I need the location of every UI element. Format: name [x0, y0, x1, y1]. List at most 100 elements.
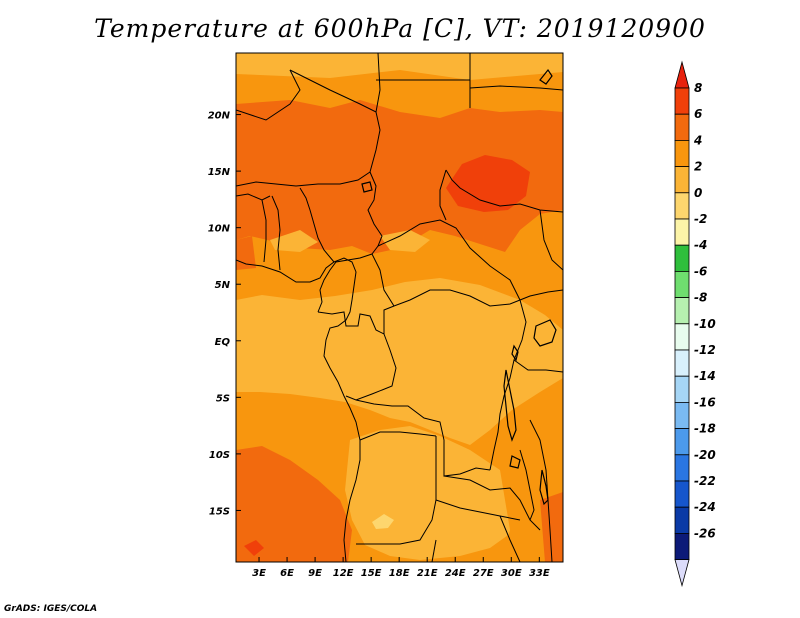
colorbar-swatch [674, 401, 690, 429]
colorbar-label: -2 [694, 212, 707, 226]
border-ethiopia [539, 209, 563, 271]
x-tick-label: 15E [361, 568, 382, 579]
colorbar-label: 6 [694, 107, 702, 121]
border-south-sudan [439, 169, 447, 221]
colorbar-swatch [674, 375, 690, 403]
border-libya-chad [289, 53, 381, 113]
lake-malawi [539, 469, 549, 506]
colorbar-label: 4 [693, 133, 702, 147]
colorbar-swatch [674, 428, 690, 456]
x-tick-label: 21E [417, 568, 438, 579]
border-car-south [371, 253, 521, 307]
border-angola-zambia [356, 436, 437, 545]
colorbar-label: -14 [694, 369, 716, 383]
coastline-gulf-of-guinea [236, 257, 361, 562]
colorbar-label: -6 [694, 264, 707, 278]
colorbar-swatch [674, 323, 690, 351]
colorbar-bottom-arrow [674, 559, 690, 588]
colorbar-swatch [674, 244, 690, 272]
x-tick-label: 24E [445, 568, 466, 579]
x-tick-label: 3E [252, 568, 266, 579]
colorbar-swatch [674, 139, 690, 167]
colorbar-swatch [674, 192, 690, 220]
border-red-sea [469, 85, 563, 91]
colorbar-label: -8 [694, 291, 707, 305]
colorbar-swatch [674, 480, 690, 508]
border-drc-east [489, 299, 527, 471]
y-tick-label: EQ [215, 337, 231, 348]
colorbar-swatch [674, 454, 690, 482]
field-patch-0to2-c [380, 230, 430, 252]
colorbar-swatch [674, 506, 690, 534]
field-spot-neg2to0 [372, 514, 394, 529]
y-axis: 20N 15N 10N 5N EQ 5S 10S 15S [208, 111, 241, 517]
colorbar-label: -22 [694, 474, 716, 488]
colorbar-swatch [674, 349, 690, 377]
x-tick-label: 9E [308, 568, 322, 579]
lakes [361, 68, 557, 506]
colorbar-swatch [674, 533, 690, 561]
field-central-0to2 [236, 278, 563, 445]
border-drc-south [355, 399, 491, 477]
colorbar-top-arrow [674, 60, 690, 89]
border-angola [359, 431, 437, 441]
colorbar-label: -12 [694, 343, 716, 357]
colorbar: 8 6 4 2 0 -2 -4 -6 -8 -10 -12 -14 -16 -18 -20 -22 -24 -26 [674, 60, 716, 588]
field-southwest-4to6 [236, 446, 352, 562]
colorbar-label: -20 [694, 448, 716, 462]
border-nigeria-east [299, 187, 335, 263]
colorbar-swatch [674, 87, 690, 115]
colorbar-label: 2 [694, 160, 702, 174]
field-sahel-4to6 [236, 100, 563, 254]
y-tick-label: 5S [216, 393, 230, 404]
map-title: Temperature at 600hPa [C], VT: 201912090… [94, 14, 706, 43]
field-patch-0to2-b [270, 230, 318, 252]
colorbar-label: -26 [694, 526, 716, 540]
lake-tanganyika [503, 369, 517, 442]
border-libya-niger [236, 69, 301, 121]
grads-credit: GrADS: IGES/COLA [4, 604, 98, 614]
lake-chad [361, 181, 373, 193]
x-tick-label: 6E [280, 568, 294, 579]
field-southwest-6to8 [244, 540, 264, 556]
colorbar-label: -4 [694, 238, 707, 252]
colorbar-swatch [674, 297, 690, 325]
colorbar-swatch [674, 270, 690, 298]
border-namibia [435, 499, 521, 521]
border-gabon [317, 305, 395, 335]
border-benin-nigeria [271, 195, 281, 271]
border-chad-car [377, 219, 521, 301]
x-tick-label: 30E [501, 568, 522, 579]
x-tick-label: 18E [389, 568, 410, 579]
y-tick-label: 10S [209, 450, 230, 461]
border-chad-west [367, 171, 383, 255]
border-mozambique [529, 419, 553, 562]
border-sudan-south [445, 169, 563, 213]
lake-tana [539, 68, 553, 85]
y-tick-label: 15S [209, 506, 230, 517]
y-tick-label: 10N [208, 224, 231, 235]
colorbar-swatch [674, 218, 690, 246]
border-togo-benin [261, 199, 267, 263]
border-tanzania [513, 359, 563, 373]
border-chad-sudan [369, 111, 381, 173]
y-tick-label: 20N [208, 111, 231, 122]
field-north-0to2 [236, 53, 563, 80]
border-niger-south [236, 171, 371, 187]
border-malawi [519, 449, 535, 521]
country-borders [236, 53, 563, 562]
x-axis: 3E 6E 9E 12E 15E 18E 21E 24E 27E 30E 33E [252, 557, 550, 579]
y-tick-label: 15N [208, 167, 231, 178]
colorbar-swatch [674, 113, 690, 141]
lake-kivu [511, 344, 519, 362]
field-east-4to6 [540, 492, 563, 562]
colorbar-label: -16 [694, 395, 716, 409]
lake-mweru [509, 455, 521, 469]
temperature-field [236, 53, 563, 562]
border-cameroon [317, 253, 373, 313]
border-zimbabwe [499, 515, 521, 562]
colorbar-label: -24 [694, 500, 716, 514]
colorbar-label: -18 [694, 422, 716, 436]
x-tick-label: 12E [333, 568, 354, 579]
